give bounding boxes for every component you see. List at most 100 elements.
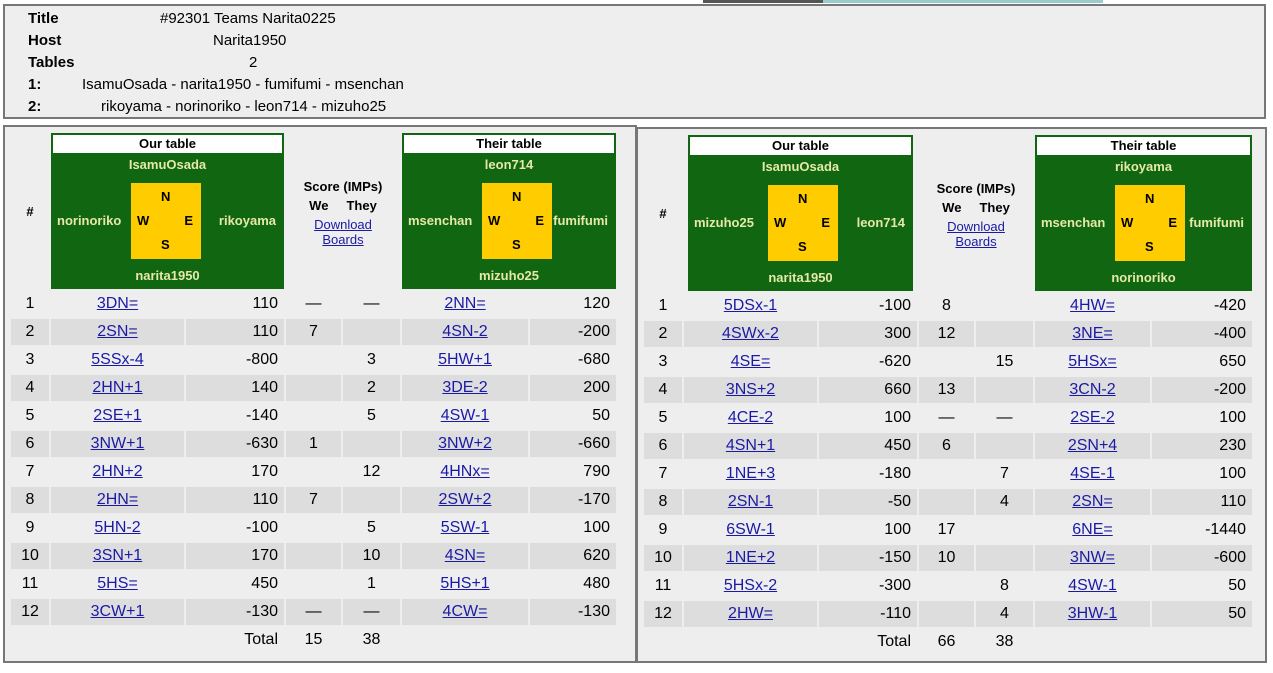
our-contract-link[interactable]: 3SN+1 xyxy=(92,547,143,564)
our-score: -100 xyxy=(878,297,911,314)
they-imps: 3 xyxy=(367,351,376,368)
their-contract-link[interactable]: 3HW-1 xyxy=(1067,605,1118,622)
board-number: 10 xyxy=(644,545,682,571)
our-contract-link[interactable]: 1NE+2 xyxy=(725,549,776,566)
their-contract-link[interactable]: 5SW-1 xyxy=(440,519,490,536)
their-contract-link[interactable]: 4SW-1 xyxy=(1068,577,1117,594)
their-contract-link[interactable]: 4SN-2 xyxy=(442,323,488,340)
our-contract-link[interactable]: 5HS= xyxy=(97,575,138,592)
their-contract-link[interactable]: 2SN= xyxy=(1072,493,1113,510)
board-row: 7 2HN+2 170 12 4HNx= 790 xyxy=(11,459,616,485)
east-player: fumifumi xyxy=(1189,215,1244,230)
our-contract-link[interactable]: 2SN-1 xyxy=(727,493,774,510)
our-contract-link[interactable]: 4CE-2 xyxy=(727,409,774,426)
table1-label: 1: xyxy=(28,76,42,93)
board-row: 11 5HSx-2 -300 8 4SW-1 50 xyxy=(644,573,1252,599)
compass-icon: N W E S xyxy=(131,183,201,259)
our-contract-link[interactable]: 3NS+2 xyxy=(725,381,776,398)
board-number: 3 xyxy=(658,353,668,370)
compass-n: N xyxy=(798,191,808,206)
our-contract-link[interactable]: 4SN+1 xyxy=(725,437,776,454)
our-contract-link[interactable]: 4SE= xyxy=(730,353,771,370)
they-imps xyxy=(976,517,1033,543)
total-they: 38 xyxy=(995,633,1014,650)
their-contract-link[interactable]: 6NE= xyxy=(1072,521,1113,538)
our-score: -630 xyxy=(186,431,284,457)
their-contract-link[interactable]: 5HW+1 xyxy=(438,351,492,368)
their-contract-link[interactable]: 4HW= xyxy=(1070,297,1115,314)
their-contract-link[interactable]: 4SW-1 xyxy=(440,407,490,424)
their-contract-link[interactable]: 3CN-2 xyxy=(1069,381,1116,398)
we-imps: 10 xyxy=(919,545,974,571)
their-score: 200 xyxy=(530,375,616,401)
our-contract-link[interactable]: 2HW= xyxy=(728,605,773,622)
our-score: -130 xyxy=(186,599,284,625)
their-contract-link[interactable]: 3NW+2 xyxy=(438,435,492,452)
board-row: 10 1NE+2 -150 10 3NW= -600 xyxy=(644,545,1252,571)
our-contract-link[interactable]: 4SWx-2 xyxy=(722,325,779,342)
tournament-info: Title #92301 Teams Narita0225 Host Narit… xyxy=(3,4,1266,119)
their-contract-link[interactable]: 4CW= xyxy=(442,603,488,620)
board-number: 9 xyxy=(25,519,35,536)
board-row: 9 5HN-2 -100 5 5SW-1 100 xyxy=(11,515,616,541)
their-contract-link[interactable]: 4SE-1 xyxy=(1070,465,1115,482)
download-boards-link[interactable]: Download Boards xyxy=(947,219,1005,249)
they-imps: 1 xyxy=(367,575,376,592)
their-score: 100 xyxy=(583,519,610,536)
their-contract-link[interactable]: 3DE-2 xyxy=(442,379,488,396)
total-label: Total xyxy=(244,631,278,648)
we-imps xyxy=(286,571,341,597)
score-header: Score (IMPs) xyxy=(303,179,383,194)
board-row: 4 3NS+2 660 13 3CN-2 -200 xyxy=(644,377,1252,403)
our-contract-link[interactable]: 2SN= xyxy=(97,323,138,340)
our-contract-link[interactable]: 3CW+1 xyxy=(90,603,145,620)
we-imps xyxy=(286,515,341,541)
their-contract-link[interactable]: 2NN= xyxy=(444,295,486,312)
our-contract-link[interactable]: 2HN= xyxy=(96,491,139,508)
their-table-diagram: Their table leon714 msenchan fumifumi mi… xyxy=(402,133,616,289)
board-number: 2 xyxy=(11,319,49,345)
download-boards-link[interactable]: Download Boards xyxy=(314,217,372,247)
table2-label: 2: xyxy=(28,98,42,115)
our-score: 660 xyxy=(819,377,917,403)
their-contract-link[interactable]: 2SW+2 xyxy=(438,491,492,508)
our-contract-link[interactable]: 2HN+2 xyxy=(92,463,143,480)
their-contract-link[interactable]: 3NW= xyxy=(1070,549,1115,566)
we-header: We xyxy=(942,200,962,215)
their-contract-link[interactable]: 4HNx= xyxy=(440,463,490,480)
board-number: 6 xyxy=(11,431,49,457)
our-score: 450 xyxy=(251,575,278,592)
our-contract-link[interactable]: 5SSx-4 xyxy=(91,351,144,368)
compass-s: S xyxy=(798,239,807,254)
our-contract-link[interactable]: 5DSx-1 xyxy=(723,297,778,314)
their-contract-link[interactable]: 2SN+4 xyxy=(1067,437,1118,454)
their-contract-link[interactable]: 4SN= xyxy=(444,547,486,564)
their-contract-link[interactable]: 2SE-2 xyxy=(1070,409,1115,426)
south-player: narita1950 xyxy=(135,268,200,283)
compass-icon: N W E S xyxy=(482,183,552,259)
our-contract-link[interactable]: 3NW+1 xyxy=(90,435,145,452)
total-we: 15 xyxy=(304,631,323,648)
match-panel-1: # Our table IsamuOsada norinoriko rikoya… xyxy=(3,125,637,663)
board-number: 9 xyxy=(658,521,668,538)
our-contract-link[interactable]: 1NE+3 xyxy=(725,465,776,482)
their-contract-link[interactable]: 5HSx= xyxy=(1068,353,1117,370)
our-contract-link[interactable]: 6SW-1 xyxy=(726,521,775,538)
compass-e: E xyxy=(184,213,193,228)
board-row: 8 2SN-1 -50 4 2SN= 110 xyxy=(644,489,1252,515)
our-contract-link[interactable]: 2HN+1 xyxy=(92,379,143,396)
they-imps: 4 xyxy=(976,601,1033,627)
their-contract-link[interactable]: 3NE= xyxy=(1072,325,1113,342)
our-score: 100 xyxy=(884,409,911,426)
their-score: 620 xyxy=(530,543,616,569)
their-contract-link[interactable]: 5HS+1 xyxy=(440,575,490,592)
our-contract-link[interactable]: 3DN= xyxy=(96,295,139,312)
our-contract-link[interactable]: 2SE+1 xyxy=(93,407,142,424)
our-contract-link[interactable]: 5HN-2 xyxy=(94,519,141,536)
board-number: 1 xyxy=(25,295,35,312)
our-score: 110 xyxy=(186,319,284,345)
our-contract-link[interactable]: 5HSx-2 xyxy=(723,577,778,594)
we-imps xyxy=(286,375,341,401)
tables-value: 2 xyxy=(249,54,258,71)
our-score: 450 xyxy=(819,433,917,459)
